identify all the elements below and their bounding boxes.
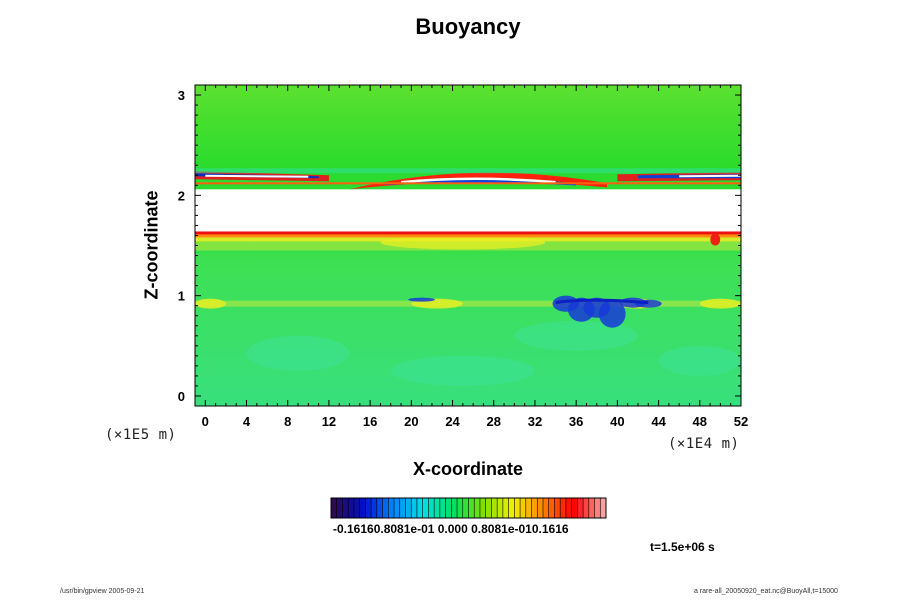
time-label: t=1.5e+06 s — [650, 540, 715, 554]
x-tick-label: 0 — [202, 414, 209, 429]
colorbar-cell — [411, 498, 418, 518]
colorbar-cell — [359, 498, 366, 518]
x-axis-label: X-coordinate — [412, 459, 523, 479]
x-tick-label: 52 — [734, 414, 748, 429]
y-tick-label: 3 — [178, 88, 185, 103]
x-tick-label: 4 — [243, 414, 251, 429]
upper-white-core — [400, 177, 556, 184]
cyan-patch — [514, 320, 638, 351]
lower-red-blob — [710, 233, 721, 246]
colorbar-cell — [537, 498, 544, 518]
colorbar-cell — [405, 498, 412, 518]
colorbar-cell — [331, 498, 338, 518]
x-tick-label: 40 — [610, 414, 624, 429]
colorbar-cell — [520, 498, 527, 518]
colorbar-cell — [365, 498, 372, 518]
colorbar-cell — [577, 498, 584, 518]
colorbar-cell — [342, 498, 349, 518]
colorbar-cell — [376, 498, 383, 518]
cyan-patch — [390, 355, 535, 386]
colorbar-cell — [462, 498, 469, 518]
lower-interface-yellow — [195, 237, 741, 242]
colorbar-cell — [485, 498, 492, 518]
colorbar-cell — [525, 498, 532, 518]
lower-interface-orange — [195, 234, 741, 238]
upper-left-white — [205, 174, 309, 178]
x-tick-label: 16 — [363, 414, 377, 429]
colorbar-cell — [451, 498, 458, 518]
colorbar-cell — [531, 498, 538, 518]
colorbar-cell — [353, 498, 360, 518]
mid-band — [195, 300, 741, 307]
colorbar-cell — [468, 498, 475, 518]
colorbar-cell — [388, 498, 395, 518]
colorbar-cell — [439, 498, 446, 518]
colorbar-cell — [542, 498, 550, 518]
x-tick-label: 20 — [404, 414, 418, 429]
void-region — [195, 189, 741, 233]
lower-interface-red — [195, 231, 741, 235]
colorbar-cell — [600, 498, 607, 518]
colorbar-cell — [548, 498, 555, 518]
z-unit-label: (×1E5 m) — [105, 427, 177, 443]
colorbar-cell — [479, 498, 486, 518]
blue-plume — [598, 299, 626, 328]
colorbar-cell — [394, 498, 401, 518]
cyan-patch — [658, 345, 741, 376]
colorbar-cell — [434, 498, 441, 518]
colorbar-cell — [382, 498, 389, 518]
colorbar-cell — [445, 498, 452, 518]
colorbar-cell — [348, 498, 355, 518]
x-tick-label: 8 — [284, 414, 291, 429]
colorbar-cell — [336, 498, 343, 518]
x-tick-label: 44 — [651, 414, 666, 429]
colorbar — [330, 497, 607, 519]
colorbar-cell — [502, 498, 509, 518]
cyan-patch — [246, 335, 350, 371]
footer-right: a rare-all_20050920_eat.nc@BuoyAll,t=150… — [694, 588, 838, 595]
upper-cyan-streak — [195, 168, 741, 174]
mid-band-yellow — [699, 298, 741, 309]
colorbar-cell — [428, 498, 435, 518]
colorbar-cell — [457, 498, 464, 518]
colorbar-cell — [514, 498, 521, 518]
colorbar-cell — [565, 498, 572, 518]
colorbar-cell — [497, 498, 504, 518]
x-tick-label: 48 — [693, 414, 707, 429]
footer-left: /usr/bin/gpview 2005-09-21 — [60, 588, 145, 595]
colorbar-labels: -0.16160.8081e-01 0.000 0.8081e-010.1616 — [333, 522, 569, 536]
colorbar-cell — [571, 498, 578, 518]
colorbar-cell — [416, 498, 423, 518]
y-tick-label: 1 — [178, 289, 185, 304]
colorbar-cell — [491, 498, 498, 518]
x-tick-label: 32 — [528, 414, 542, 429]
x-unit-label: (×1E4 m) — [668, 436, 740, 452]
colorbar-cell — [560, 498, 567, 518]
colorbar-cell — [399, 498, 406, 518]
mid-band-yellow — [195, 298, 226, 309]
colorbar-cell — [422, 498, 429, 518]
blue-plume — [408, 297, 436, 302]
x-tick-label: 12 — [322, 414, 336, 429]
colorbar-cell — [474, 498, 481, 518]
x-tick-label: 24 — [445, 414, 460, 429]
y-tick-label: 0 — [178, 389, 185, 404]
colorbar-cell — [583, 498, 590, 518]
colorbar-cell — [588, 498, 595, 518]
y-tick-label: 2 — [178, 188, 185, 203]
colorbar-frame — [330, 497, 607, 519]
colorbar-cell — [508, 498, 515, 518]
chart-title: Buoyancy — [415, 14, 521, 39]
colorbar-cell — [594, 498, 601, 518]
blue-plume-ridge — [555, 298, 649, 305]
upper-interface-orange — [195, 182, 741, 185]
x-tick-label: 28 — [487, 414, 501, 429]
colorbar-cell — [554, 498, 561, 518]
upper-right-white — [679, 174, 741, 178]
colorbar-cell — [371, 498, 378, 518]
x-tick-label: 36 — [569, 414, 583, 429]
